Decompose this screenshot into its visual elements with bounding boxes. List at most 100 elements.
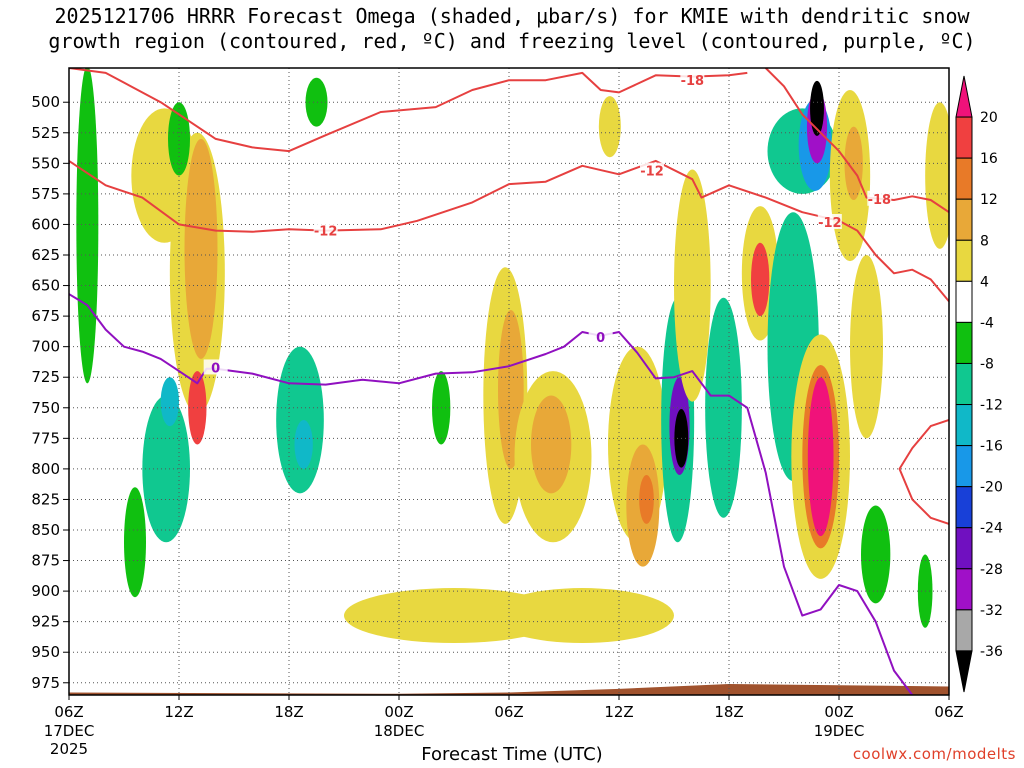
colorbar-bin-10	[955, 486, 973, 529]
y-tick-label-675: 675	[31, 307, 60, 325]
x-tick-label-42: 00Z	[824, 703, 853, 721]
omega-cell-7	[168, 102, 190, 176]
grid-lines	[69, 68, 949, 695]
x-tick-label-30: 12Z	[604, 703, 633, 721]
contour-label-2: -12	[314, 225, 338, 240]
colorbar-label-0: 20	[980, 110, 998, 126]
omega-cell-27	[705, 297, 742, 518]
contour-labels: -18 -18 -12 0 0 -12 -12	[203, 72, 892, 376]
omega-cell-29	[751, 242, 770, 317]
colorbar-label-13: -36	[980, 644, 1003, 660]
contour-line-2	[69, 159, 949, 303]
colorbar-label-1: 16	[980, 151, 998, 167]
y-tick-label-725: 725	[31, 368, 60, 386]
contour-label-1-bg	[867, 190, 892, 206]
y-tick-label-775: 775	[31, 429, 60, 447]
contour-label-0-bg	[680, 72, 705, 88]
x-tick-date-18: 18DEC	[374, 722, 425, 740]
x-tick-label-12: 18Z	[274, 703, 303, 721]
x-tick-label-48: 06Z	[934, 703, 963, 721]
contour-line-4	[69, 293, 914, 695]
chart-title: 2025121706 HRRR Forecast Omega (shaded, …	[0, 4, 1024, 54]
colorbar-bin-6	[955, 321, 973, 364]
contour-label-0: -18	[681, 74, 705, 89]
y-tick-label-625: 625	[31, 246, 60, 264]
omega-cell-10	[294, 420, 313, 469]
colorbar: 20 16 12 8 4 -4 -8 -12 -16 -20 -24 -28 -32 -36	[955, 75, 1003, 693]
x-tick-label-0: 06Z	[54, 703, 83, 721]
y-axis-ticks: 500 525 550 575 600 625 650 675 700 725 750 775 800 8…	[31, 93, 69, 692]
colorbar-bin-2	[955, 157, 973, 200]
omega-cell-0	[76, 68, 99, 384]
dgz-label-right: -12	[818, 216, 842, 231]
y-tick-label-575: 575	[31, 185, 60, 203]
y-tick-label-550: 550	[31, 154, 60, 172]
omega-cell-8	[124, 487, 146, 598]
omega-cell-41	[861, 505, 891, 604]
contour-label-1: -18	[868, 193, 892, 208]
dgz-label-right-bg	[817, 214, 842, 229]
watermark[interactable]: coolwx.com/modelts	[852, 745, 1016, 763]
omega-cell-1	[142, 395, 191, 543]
y-tick-label-975: 975	[31, 674, 60, 692]
y-tick-label-800: 800	[31, 460, 60, 478]
y-tick-label-700: 700	[31, 338, 60, 356]
omega-cell-2	[160, 377, 179, 427]
colorbar-bin-13	[955, 609, 973, 652]
x-axis-label: Forecast Time (UTC)	[421, 744, 603, 765]
omega-cell-34	[810, 80, 824, 136]
y-tick-label-875: 875	[31, 552, 60, 570]
colorbar-bin-0	[955, 75, 973, 118]
x-tick-label-36: 18Z	[714, 703, 743, 721]
omega-cell-11	[305, 77, 328, 127]
omega-cell-22	[639, 475, 654, 524]
contour-label-4-bg	[203, 359, 228, 375]
colorbar-bin-5	[955, 280, 973, 323]
colorbar-label-12: -32	[980, 603, 1003, 619]
colorbar-bin-3	[955, 198, 973, 241]
colorbar-bin-8	[955, 404, 973, 447]
freezing-level-label-2-bg	[588, 328, 613, 344]
colorbar-label-11: -28	[980, 562, 1003, 578]
colorbar-bin-14	[955, 650, 973, 693]
contour-label-2-bg	[313, 222, 338, 238]
contour-line-3	[898, 419, 949, 525]
omega-cell-43	[925, 102, 949, 249]
contour-lines	[69, 68, 949, 695]
y-tick-label-525: 525	[31, 124, 60, 142]
omega-cell-18	[490, 588, 674, 644]
colorbar-label-3: 8	[980, 233, 989, 249]
colorbar-bin-12	[955, 568, 973, 611]
colorbar-bin-11	[955, 527, 973, 570]
omega-cell-37	[807, 377, 834, 537]
omega-cell-9	[276, 346, 324, 494]
colorbar-bin-7	[955, 362, 973, 406]
dgz-label-mid-bg	[640, 162, 664, 178]
x-tick-year-0: 2025	[50, 740, 88, 758]
colorbar-label-8: -16	[980, 439, 1003, 455]
y-tick-label-600: 600	[31, 215, 60, 233]
x-tick-date-0: 17DEC	[44, 722, 95, 740]
y-tick-label-500: 500	[31, 93, 60, 111]
chart-title-line-1: 2025121706 HRRR Forecast Omega (shaded, …	[54, 4, 970, 28]
x-tick-label-24: 06Z	[494, 703, 523, 721]
x-tick-date-42: 19DEC	[814, 722, 865, 740]
chart-title-line-2: growth region (contoured, red, ºC) and f…	[48, 29, 976, 53]
colorbar-bin-4	[955, 239, 973, 282]
colorbar-label-9: -20	[980, 480, 1003, 496]
colorbar-label-7: -12	[980, 398, 1003, 414]
y-tick-label-750: 750	[31, 399, 60, 417]
x-tick-label-6: 12Z	[164, 703, 193, 721]
contour-label-4: 0	[211, 361, 220, 376]
y-tick-label-900: 900	[31, 582, 60, 600]
y-tick-label-825: 825	[31, 490, 60, 508]
colorbar-label-2: 12	[980, 192, 998, 208]
omega-cell-5	[184, 138, 218, 359]
omega-cell-26	[674, 169, 711, 402]
y-tick-label-925: 925	[31, 613, 60, 631]
dgz-label-mid: -12	[640, 165, 664, 180]
y-tick-label-850: 850	[31, 521, 60, 539]
colorbar-label-6: -8	[980, 356, 994, 372]
